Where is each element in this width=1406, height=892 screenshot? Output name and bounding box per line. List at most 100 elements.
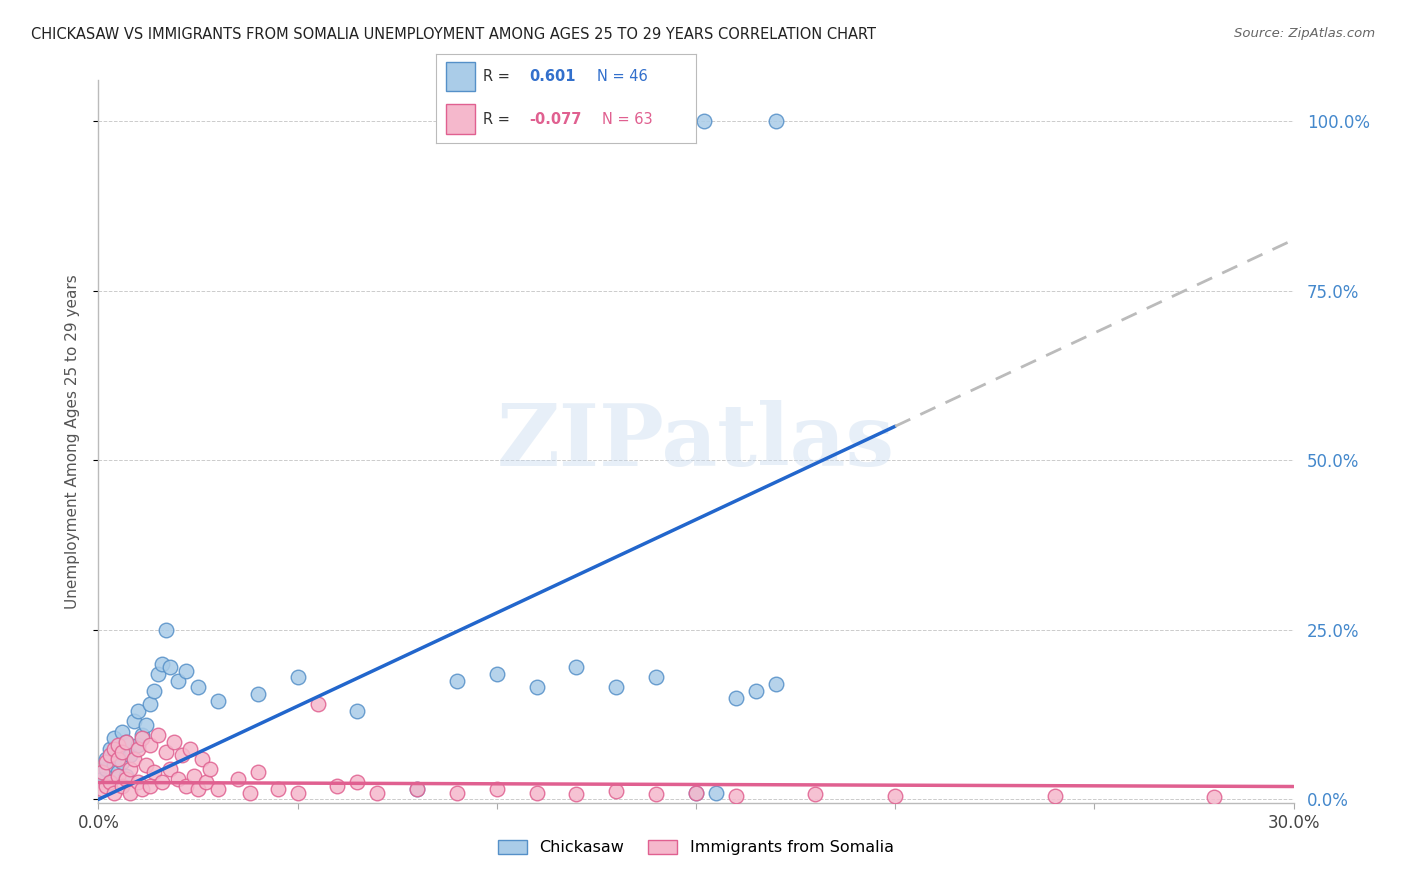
Point — [143, 765, 166, 780]
Point — [139, 738, 162, 752]
Text: R =: R = — [482, 69, 509, 84]
Point — [685, 786, 707, 800]
Text: 0.601: 0.601 — [530, 69, 576, 84]
Point — [98, 775, 122, 789]
Point — [446, 673, 468, 688]
Point — [246, 687, 269, 701]
Y-axis label: Unemployment Among Ages 25 to 29 years: Unemployment Among Ages 25 to 29 years — [65, 274, 80, 609]
Point — [98, 748, 122, 763]
Point — [107, 769, 129, 783]
Text: Source: ZipAtlas.com: Source: ZipAtlas.com — [1234, 27, 1375, 40]
Point — [111, 779, 134, 793]
Point — [124, 714, 146, 729]
Point — [346, 775, 368, 789]
Point — [139, 779, 162, 793]
Point — [155, 745, 177, 759]
Point — [135, 718, 157, 732]
Point — [115, 735, 138, 749]
Point — [526, 681, 548, 695]
Point — [239, 786, 262, 800]
Point — [605, 784, 627, 798]
Point — [287, 670, 309, 684]
Point — [107, 745, 129, 759]
Point — [111, 745, 134, 759]
Point — [174, 779, 197, 793]
Point — [565, 660, 588, 674]
Point — [143, 684, 166, 698]
Point — [226, 772, 249, 786]
Point — [724, 690, 747, 705]
Point — [1202, 790, 1225, 805]
Point — [107, 765, 129, 780]
Point — [124, 752, 146, 766]
Point — [765, 114, 787, 128]
Point — [163, 735, 186, 749]
Point — [111, 724, 134, 739]
Point — [103, 758, 125, 772]
Point — [148, 666, 170, 681]
Point — [605, 681, 627, 695]
Text: ZIPatlas: ZIPatlas — [496, 400, 896, 483]
Point — [183, 769, 205, 783]
Point — [198, 762, 221, 776]
Point — [246, 765, 269, 780]
Point — [693, 114, 716, 128]
Text: CHICKASAW VS IMMIGRANTS FROM SOMALIA UNEMPLOYMENT AMONG AGES 25 TO 29 YEARS CORR: CHICKASAW VS IMMIGRANTS FROM SOMALIA UNE… — [31, 27, 876, 42]
Point — [120, 762, 142, 776]
Point — [91, 765, 114, 780]
Point — [287, 786, 309, 800]
Legend: Chickasaw, Immigrants from Somalia: Chickasaw, Immigrants from Somalia — [491, 832, 901, 863]
Point — [103, 731, 125, 746]
Point — [187, 681, 209, 695]
Bar — [446, 62, 475, 91]
Point — [1043, 789, 1066, 803]
Point — [103, 786, 125, 800]
Point — [159, 660, 181, 674]
Point — [366, 786, 388, 800]
Point — [884, 789, 907, 803]
Point — [115, 769, 138, 783]
Text: N = 46: N = 46 — [598, 69, 648, 84]
Point — [96, 752, 118, 766]
Point — [148, 728, 170, 742]
Point — [96, 779, 118, 793]
Text: N = 63: N = 63 — [602, 112, 652, 127]
Point — [267, 782, 290, 797]
Text: -0.077: -0.077 — [530, 112, 582, 127]
Point — [406, 782, 429, 797]
Point — [565, 787, 588, 801]
Point — [96, 762, 118, 776]
Point — [645, 670, 668, 684]
Point — [127, 775, 149, 789]
Point — [127, 704, 149, 718]
Point — [446, 786, 468, 800]
Point — [207, 694, 229, 708]
Point — [745, 684, 768, 698]
Point — [150, 775, 173, 789]
Point — [115, 772, 138, 786]
Point — [704, 786, 727, 800]
Point — [485, 782, 508, 797]
Bar — [446, 104, 475, 134]
Text: R =: R = — [482, 112, 509, 127]
Point — [804, 787, 827, 801]
Point — [172, 748, 194, 763]
Point — [131, 728, 153, 742]
Point — [685, 786, 707, 800]
Point — [187, 782, 209, 797]
Point — [91, 772, 114, 786]
Point — [526, 786, 548, 800]
Point — [159, 762, 181, 776]
Point — [765, 677, 787, 691]
Point — [179, 741, 201, 756]
Point — [115, 735, 138, 749]
Point — [107, 738, 129, 752]
Point — [645, 787, 668, 801]
Point — [139, 698, 162, 712]
Point — [191, 752, 214, 766]
Point — [120, 786, 142, 800]
Point — [326, 779, 349, 793]
Point — [98, 741, 122, 756]
Point — [98, 775, 122, 789]
Point — [150, 657, 173, 671]
